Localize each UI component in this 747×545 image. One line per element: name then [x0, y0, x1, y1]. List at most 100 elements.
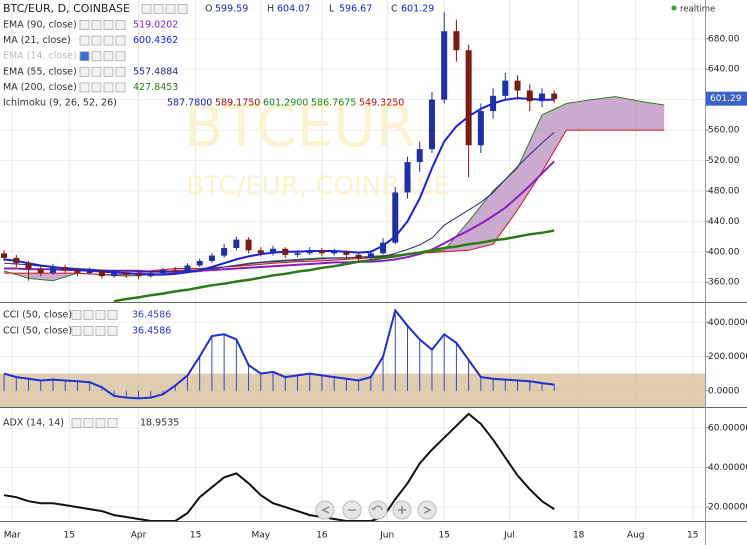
- x-tick-label: May: [252, 531, 271, 541]
- candle-body: [465, 50, 472, 146]
- legend-button[interactable]: [115, 20, 126, 30]
- legend-name[interactable]: EMA (14, close): [3, 51, 77, 62]
- x-tick-label: Mar: [4, 531, 21, 541]
- candle-body: [184, 265, 191, 271]
- candle-body: [428, 99, 435, 150]
- ohlc-value: 596.67: [339, 4, 372, 15]
- legend-name[interactable]: CCI (50, close): [3, 326, 72, 337]
- legend-button[interactable]: [107, 418, 118, 428]
- legend-button[interactable]: [79, 35, 90, 46]
- legend-name[interactable]: CCI (50, close): [3, 310, 72, 321]
- legend-button[interactable]: [71, 326, 82, 336]
- legend-button[interactable]: [115, 51, 126, 62]
- legend-name[interactable]: MA (200, close): [3, 82, 77, 93]
- y-tick-label: 440.00: [708, 217, 740, 227]
- ohlc-value: 599.59: [215, 4, 248, 15]
- legend-value: 18.9535: [140, 418, 179, 429]
- candle-body: [538, 93, 545, 102]
- candle-body: [172, 270, 179, 272]
- legend-button[interactable]: [79, 51, 90, 62]
- legend-button[interactable]: [91, 51, 102, 62]
- legend-button[interactable]: [115, 66, 126, 77]
- y-tick-label: 20.00000: [708, 503, 747, 513]
- legend-button[interactable]: [103, 35, 114, 46]
- legend-button[interactable]: [103, 82, 114, 93]
- candle-body: [331, 251, 338, 254]
- nav-button[interactable]: [368, 500, 388, 520]
- candle-body: [62, 267, 69, 271]
- candle-body: [86, 270, 93, 274]
- ichimoku-cloud: [4, 96, 665, 281]
- legend-name[interactable]: Ichimoku (9, 26, 52, 26): [3, 98, 117, 109]
- ohlc-label: L: [329, 4, 335, 15]
- legend-value: 600.4362: [133, 35, 178, 46]
- legend-button[interactable]: [95, 326, 106, 336]
- legend-button[interactable]: [83, 418, 94, 428]
- nav-icon: [321, 506, 330, 514]
- legend-button[interactable]: [79, 66, 90, 77]
- legend-value: 589.1750: [215, 98, 260, 109]
- legend-value: 601.2900: [263, 98, 308, 109]
- legend-button[interactable]: [83, 326, 94, 336]
- legend-button[interactable]: [153, 4, 164, 14]
- legend-button[interactable]: [83, 310, 94, 320]
- nav-button[interactable]: [315, 500, 335, 520]
- legend-button[interactable]: [95, 310, 106, 320]
- legend-button[interactable]: [71, 418, 82, 428]
- realtime-label: realtime: [680, 5, 715, 15]
- ohlc-label: C: [391, 4, 398, 15]
- candle-body: [551, 93, 558, 99]
- legend-button[interactable]: [91, 82, 102, 93]
- legend-button[interactable]: [91, 66, 102, 77]
- candle-body: [25, 263, 32, 269]
- legend-button[interactable]: [141, 4, 152, 14]
- candle-body: [502, 80, 509, 96]
- y-tick-label: 680.00: [708, 34, 740, 44]
- legend-name[interactable]: EMA (55, close): [3, 66, 77, 77]
- legend-button[interactable]: [165, 4, 176, 14]
- y-tick-label: 400.0000: [708, 318, 747, 328]
- candle-body: [306, 250, 313, 254]
- candle-body: [404, 162, 411, 193]
- x-tick-label: 15: [64, 531, 75, 541]
- candle-body: [514, 80, 521, 91]
- y-tick-label: 60.00000: [708, 423, 747, 433]
- legend-button[interactable]: [115, 35, 126, 46]
- nav-button[interactable]: [417, 500, 437, 520]
- legend-button[interactable]: [71, 310, 82, 320]
- candle-body: [221, 247, 228, 256]
- candle-body: [37, 268, 44, 274]
- x-tick-label: Apr: [131, 531, 147, 541]
- legend-button[interactable]: [79, 82, 90, 93]
- legend-button[interactable]: [95, 418, 106, 428]
- watermark-symbol: BTCEUR: [184, 92, 416, 160]
- y-tick-label: 0.0000: [708, 386, 740, 396]
- candle-body: [111, 273, 118, 277]
- legend-button[interactable]: [107, 310, 118, 320]
- legend-button[interactable]: [91, 20, 102, 30]
- legend-name[interactable]: MA (21, close): [3, 35, 71, 46]
- legend-button[interactable]: [107, 326, 118, 336]
- legend-value: 36.4586: [132, 326, 171, 337]
- candle-body: [441, 31, 448, 100]
- legend-button[interactable]: [177, 4, 188, 14]
- legend-name[interactable]: ADX (14, 14): [3, 418, 64, 429]
- legend-button[interactable]: [79, 20, 90, 30]
- y-tick-label: 360.00: [708, 278, 740, 288]
- candle-body: [233, 239, 240, 248]
- candle-body: [318, 250, 325, 254]
- legend-value: 549.3250: [359, 98, 404, 109]
- candle-body: [98, 270, 105, 277]
- legend-button[interactable]: [103, 66, 114, 77]
- candle-body: [135, 274, 142, 277]
- candle-body: [270, 248, 277, 254]
- legend-button[interactable]: [103, 20, 114, 30]
- candle-body: [245, 239, 252, 251]
- legend-button[interactable]: [103, 51, 114, 62]
- legend-button[interactable]: [115, 82, 126, 93]
- x-tick-label: 15: [438, 531, 449, 541]
- nav-icon: [371, 505, 383, 511]
- legend-name[interactable]: EMA (90, close): [3, 20, 77, 31]
- legend-button[interactable]: [91, 35, 102, 46]
